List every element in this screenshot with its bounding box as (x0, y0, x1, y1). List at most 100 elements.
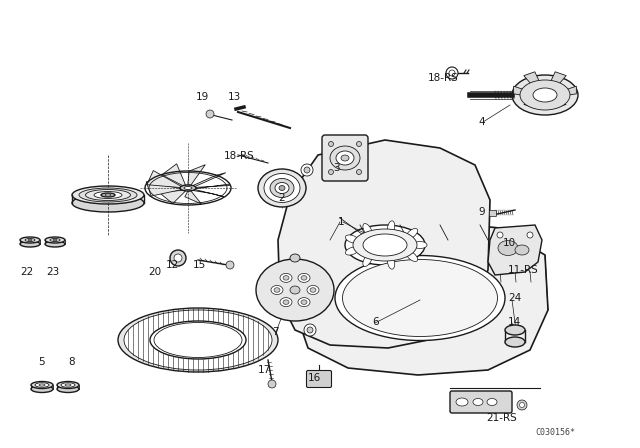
Ellipse shape (150, 321, 246, 359)
Circle shape (446, 67, 458, 79)
Ellipse shape (79, 188, 137, 202)
Circle shape (527, 232, 533, 238)
Ellipse shape (353, 229, 417, 261)
Ellipse shape (25, 238, 35, 241)
Ellipse shape (298, 273, 310, 282)
Polygon shape (162, 164, 186, 185)
Ellipse shape (86, 190, 131, 201)
Ellipse shape (283, 300, 289, 304)
Polygon shape (524, 72, 542, 90)
Ellipse shape (387, 221, 395, 235)
Text: 16: 16 (308, 373, 321, 383)
Ellipse shape (279, 185, 285, 190)
Circle shape (307, 327, 313, 333)
Circle shape (449, 70, 455, 76)
Circle shape (268, 380, 276, 388)
Ellipse shape (498, 241, 518, 255)
Ellipse shape (118, 308, 278, 372)
Ellipse shape (31, 385, 53, 392)
Ellipse shape (50, 238, 60, 241)
Ellipse shape (124, 310, 272, 370)
Text: 17: 17 (258, 365, 271, 375)
Text: 3: 3 (333, 163, 340, 173)
Ellipse shape (346, 247, 359, 255)
Ellipse shape (258, 169, 306, 207)
Text: 22: 22 (20, 267, 33, 277)
Ellipse shape (154, 323, 242, 358)
Text: 1: 1 (338, 217, 344, 227)
Polygon shape (514, 86, 534, 97)
Circle shape (170, 250, 186, 266)
Text: 18-RS: 18-RS (224, 151, 255, 161)
Text: C030156*: C030156* (535, 427, 575, 436)
Ellipse shape (61, 383, 75, 387)
Ellipse shape (505, 337, 525, 347)
Ellipse shape (298, 297, 310, 306)
Circle shape (497, 232, 503, 238)
Polygon shape (524, 100, 542, 108)
Polygon shape (548, 72, 566, 90)
Ellipse shape (456, 398, 468, 406)
Text: 19: 19 (196, 92, 209, 102)
Text: 11-RS: 11-RS (508, 265, 539, 275)
Ellipse shape (301, 276, 307, 280)
Circle shape (206, 110, 214, 118)
Ellipse shape (335, 255, 505, 340)
Ellipse shape (275, 182, 289, 194)
Text: 15: 15 (193, 260, 206, 270)
Circle shape (226, 261, 234, 269)
Text: 24: 24 (508, 293, 521, 303)
Polygon shape (146, 181, 181, 196)
Ellipse shape (65, 384, 71, 386)
Ellipse shape (45, 237, 65, 243)
Ellipse shape (72, 186, 144, 204)
Circle shape (356, 169, 362, 175)
Circle shape (174, 254, 182, 262)
Circle shape (328, 142, 333, 146)
Ellipse shape (94, 191, 122, 198)
Ellipse shape (20, 241, 40, 247)
Ellipse shape (520, 80, 570, 110)
Ellipse shape (53, 239, 57, 241)
Ellipse shape (301, 300, 307, 304)
Ellipse shape (57, 385, 79, 392)
Polygon shape (193, 190, 224, 197)
Polygon shape (193, 173, 226, 186)
Ellipse shape (406, 228, 418, 239)
Ellipse shape (271, 285, 283, 294)
Polygon shape (488, 225, 542, 275)
Text: 20: 20 (148, 267, 161, 277)
Ellipse shape (406, 251, 418, 262)
Ellipse shape (363, 254, 372, 267)
Text: 9: 9 (478, 207, 484, 217)
Ellipse shape (264, 173, 300, 202)
Ellipse shape (341, 155, 349, 161)
Polygon shape (185, 191, 202, 204)
Ellipse shape (512, 75, 578, 115)
Text: 8: 8 (68, 357, 75, 367)
Ellipse shape (270, 178, 294, 198)
Text: 23: 23 (46, 267, 60, 277)
Polygon shape (278, 140, 490, 348)
Ellipse shape (336, 151, 354, 165)
Ellipse shape (101, 193, 115, 197)
Ellipse shape (505, 325, 525, 335)
Circle shape (517, 400, 527, 410)
Ellipse shape (515, 245, 529, 255)
Ellipse shape (290, 254, 300, 262)
Ellipse shape (274, 288, 280, 292)
Text: 13: 13 (228, 92, 241, 102)
Ellipse shape (39, 384, 45, 386)
Ellipse shape (487, 399, 497, 405)
Circle shape (301, 164, 313, 176)
Ellipse shape (57, 382, 79, 388)
Polygon shape (556, 86, 577, 97)
Circle shape (328, 169, 333, 175)
Ellipse shape (28, 239, 32, 241)
Ellipse shape (184, 186, 192, 190)
Text: 6: 6 (372, 317, 379, 327)
Ellipse shape (363, 224, 372, 236)
Polygon shape (159, 190, 186, 204)
Text: 12: 12 (166, 260, 179, 270)
FancyBboxPatch shape (307, 370, 332, 388)
